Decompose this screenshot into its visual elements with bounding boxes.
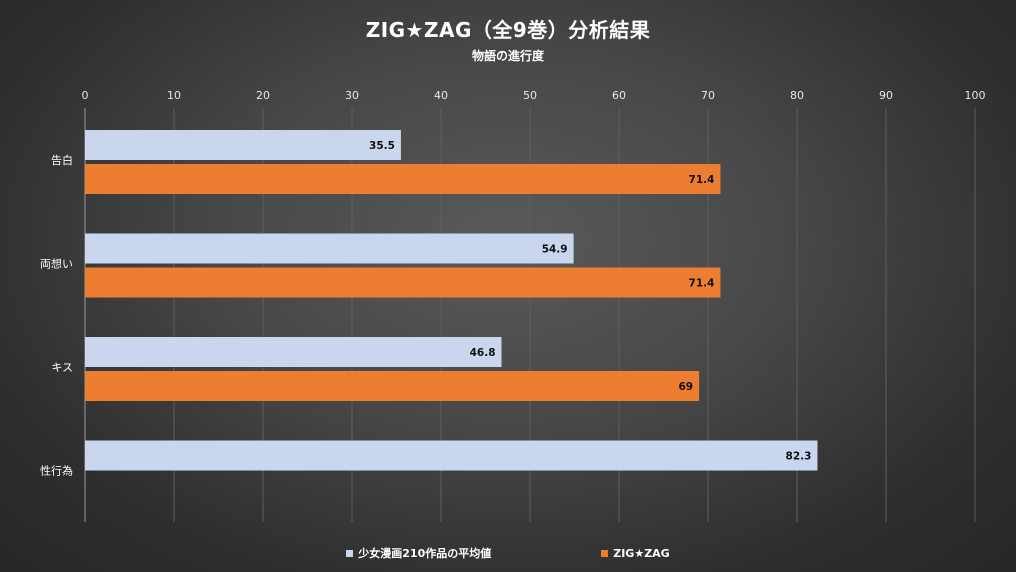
x-tick-label: 50: [523, 89, 537, 102]
bar-average: [85, 440, 818, 471]
y-category-label: 告白: [51, 153, 73, 167]
legend-item-average: 少女漫画210作品の平均値: [346, 545, 491, 561]
x-tick-label: 40: [434, 89, 448, 102]
legend-item-zigzag: ZIG★ZAG: [601, 546, 670, 560]
bars: [85, 130, 818, 471]
chart-subtitle: 物語の進行度: [471, 49, 544, 63]
data-label: 54.9: [542, 244, 568, 256]
x-tick-label: 70: [701, 89, 715, 102]
legend-label-average: 少女漫画210作品の平均値: [358, 547, 492, 560]
data-label: 82.3: [786, 451, 812, 463]
legend-label-zigzag: ZIG★ZAG: [613, 546, 670, 560]
bar-zigzag: [85, 164, 721, 194]
x-tick-label: 90: [879, 89, 893, 102]
x-tick-label: 30: [345, 89, 359, 102]
x-axis-ticks: 0 10 20 30 40 50 60 70 80 90 100: [82, 89, 986, 102]
x-tick-label: 80: [790, 89, 804, 102]
data-label: 69: [678, 381, 693, 393]
legend: 少女漫画210作品の平均値 ZIG★ZAG: [0, 543, 1016, 563]
data-label: 46.8: [470, 347, 496, 359]
bar-average: [85, 233, 574, 264]
data-label: 71.4: [689, 278, 715, 290]
data-labels: 35.5 71.4 54.9 71.4 46.8 69 82.3: [369, 140, 811, 463]
y-category-label: 両想い: [40, 256, 73, 270]
x-tick-label: 20: [256, 89, 270, 102]
x-tick-label: 0: [82, 89, 89, 102]
chart-title: ZIG★ZAG（全9巻）分析結果: [365, 18, 651, 42]
bar-zigzag: [85, 371, 700, 401]
legend-swatch-average: [346, 549, 354, 557]
legend-swatch-zigzag: [601, 549, 609, 557]
x-tick-label: 10: [167, 89, 181, 102]
y-category-label: 性行為: [40, 463, 73, 477]
bar-average: [85, 130, 401, 160]
x-tick-label: 60: [612, 89, 626, 102]
y-category-label: キス: [51, 361, 73, 374]
bar-zigzag: [85, 267, 721, 298]
bar-average: [85, 337, 502, 367]
data-label: 71.4: [689, 174, 715, 186]
data-label: 35.5: [369, 140, 395, 152]
x-tick-label: 100: [965, 89, 986, 102]
